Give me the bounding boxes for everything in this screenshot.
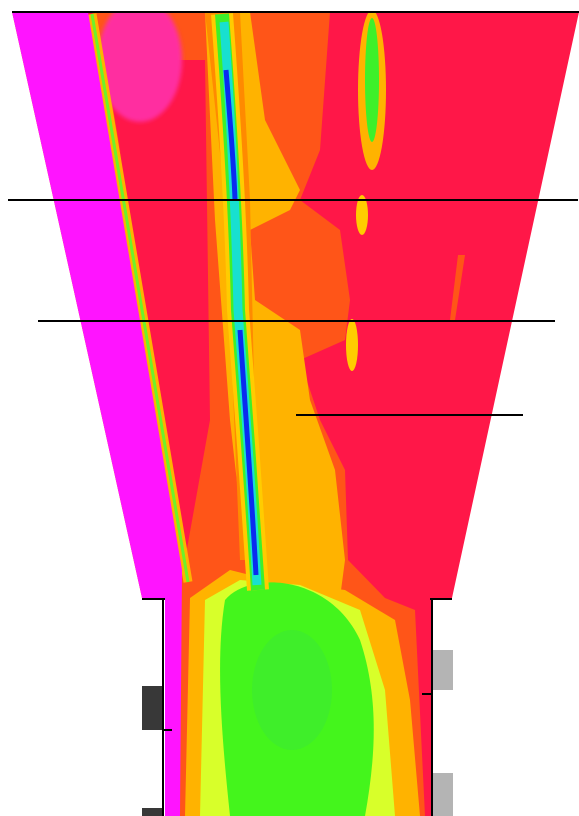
streak-yellow <box>346 319 358 371</box>
side-block <box>142 808 162 816</box>
contour-green <box>252 630 332 750</box>
side-block <box>433 650 453 690</box>
side-block <box>142 686 162 730</box>
contour-field <box>0 0 579 816</box>
streak-green <box>365 18 379 142</box>
page <box>0 0 579 816</box>
side-block <box>433 773 453 816</box>
contour-plot <box>0 0 579 816</box>
